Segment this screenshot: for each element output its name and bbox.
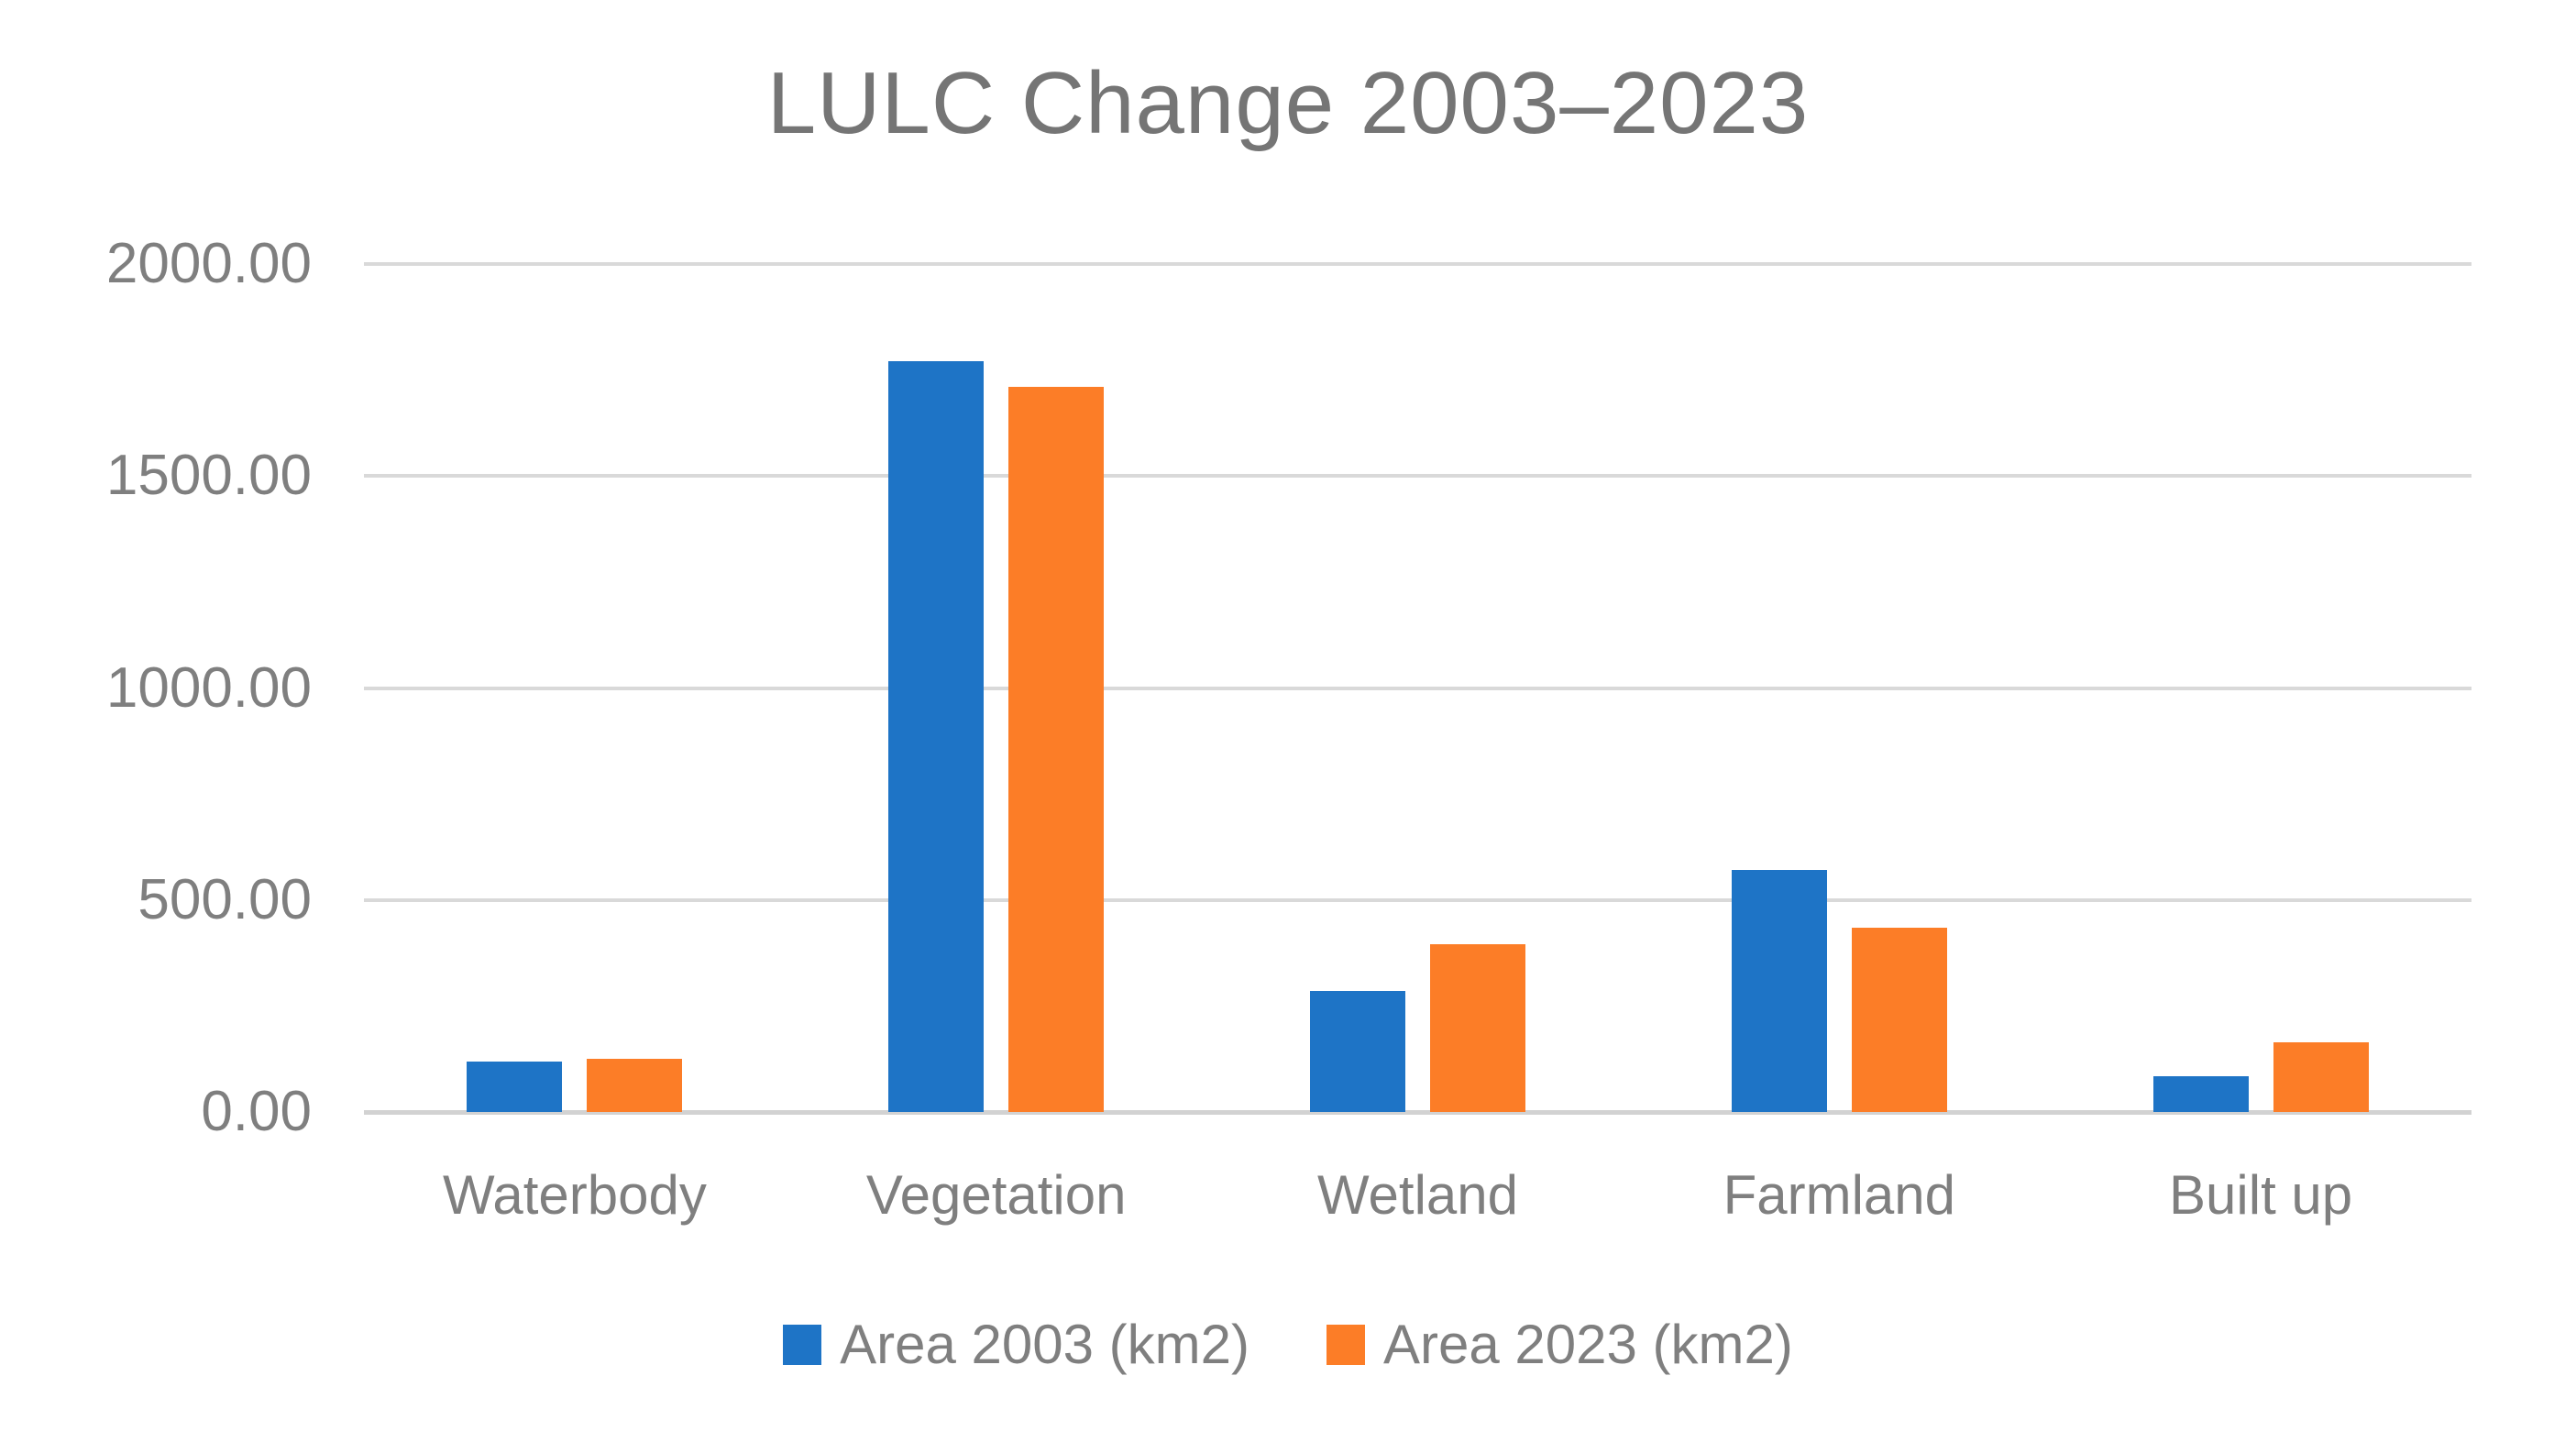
x-tick-label-waterbody: Waterbody	[442, 1164, 707, 1226]
x-tick-label-vegetation: Vegetation	[865, 1164, 1127, 1226]
gridline-500	[364, 897, 2471, 902]
bar-wetland-2003[interactable]	[1310, 991, 1405, 1112]
bar-wetland-2023[interactable]	[1430, 944, 1525, 1112]
bar-farmland-2003[interactable]	[1731, 870, 1827, 1112]
legend-item-area-2023[interactable]: Area 2023 (km2)	[1327, 1313, 1793, 1376]
y-tick-label-0: 0.00	[201, 1080, 312, 1143]
legend-item-area-2003[interactable]: Area 2003 (km2)	[783, 1313, 1249, 1376]
y-tick-label-500: 500.00	[138, 867, 312, 931]
bar-waterbody-2003[interactable]	[467, 1061, 563, 1112]
gridline-1000	[364, 686, 2471, 690]
legend-label-2023: Area 2023 (km2)	[1383, 1314, 1793, 1375]
chart-legend: Area 2003 (km2) Area 2023 (km2)	[0, 1313, 2576, 1376]
y-tick-label-2000: 2000.00	[105, 232, 312, 295]
chart-title: LULC Change 2003–2023	[766, 54, 1810, 152]
gridline-1500	[364, 474, 2471, 479]
x-tick-label-wetland: Wetland	[1316, 1164, 1519, 1226]
bar-built-up-2003[interactable]	[2152, 1075, 2249, 1112]
legend-swatch-2023-icon	[1327, 1324, 1365, 1365]
bar-waterbody-2023[interactable]	[587, 1059, 683, 1112]
x-tick-label-built-up: Built up	[2169, 1164, 2353, 1226]
gridline-2000	[364, 262, 2471, 266]
bar-farmland-2023[interactable]	[1851, 927, 1947, 1112]
x-tick-label-farmland: Farmland	[1723, 1164, 1956, 1226]
legend-swatch-2003-icon	[783, 1324, 822, 1365]
y-tick-label-1000: 1000.00	[105, 655, 312, 720]
y-tick-label-1500: 1500.00	[105, 444, 312, 508]
bar-built-up-2023[interactable]	[2273, 1041, 2369, 1112]
x-axis-baseline	[364, 1110, 2471, 1115]
legend-label-2003: Area 2003 (km2)	[840, 1314, 1249, 1375]
plot-area	[364, 262, 2471, 1115]
bar-vegetation-2003[interactable]	[888, 361, 985, 1112]
bar-vegetation-2023[interactable]	[1008, 387, 1105, 1112]
